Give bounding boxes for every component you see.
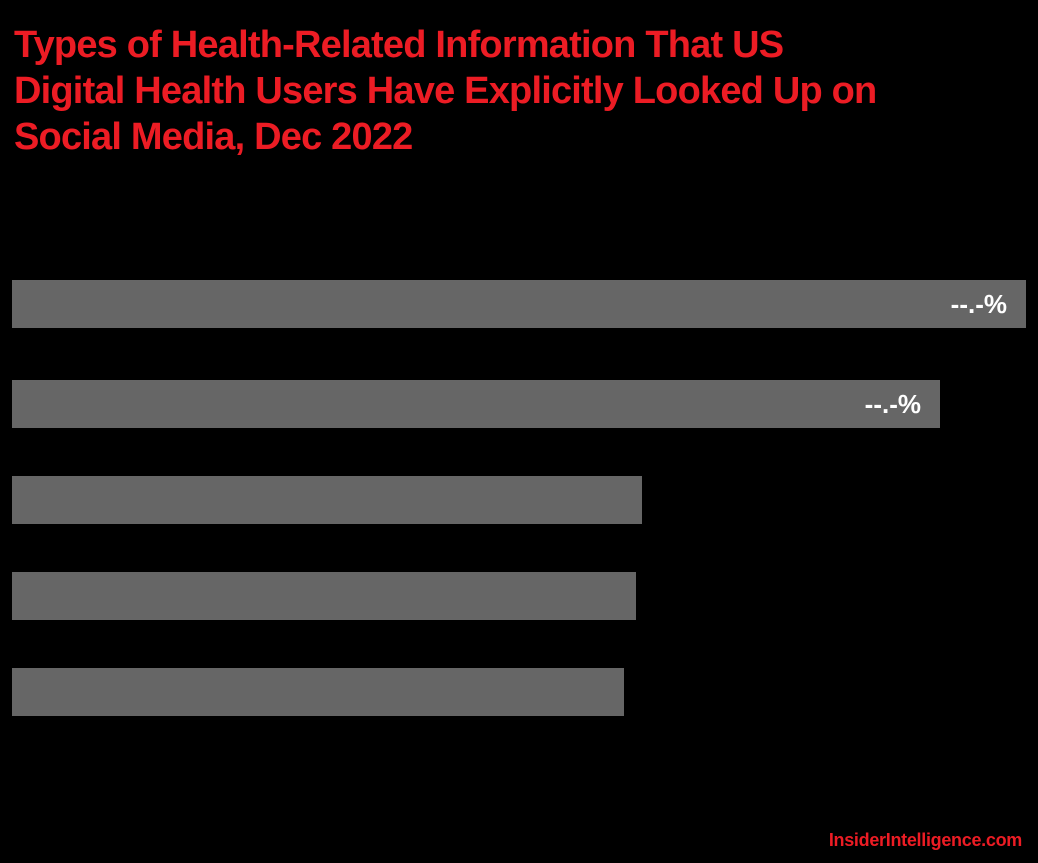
bar-row-4 — [12, 572, 636, 620]
bar-row-1: --.-% — [12, 280, 1026, 328]
chart-title: Types of Health-Related Information That… — [14, 22, 877, 160]
chart-title-line-3: Social Media, Dec 2022 — [14, 116, 413, 158]
bar-row-5 — [12, 668, 624, 716]
chart-title-line-2: Digital Health Users Have Explicitly Loo… — [14, 70, 877, 112]
brand-logo-text: InsiderIntelligence.com — [828, 830, 1022, 850]
bar-value-label-2: --.-% — [864, 389, 921, 419]
bar-row-2: --.-% — [12, 380, 940, 428]
bar-row-3 — [12, 476, 642, 524]
bar-value-label-1: --.-% — [950, 289, 1007, 319]
chart-title-line-1: Types of Health-Related Information That… — [14, 24, 784, 66]
